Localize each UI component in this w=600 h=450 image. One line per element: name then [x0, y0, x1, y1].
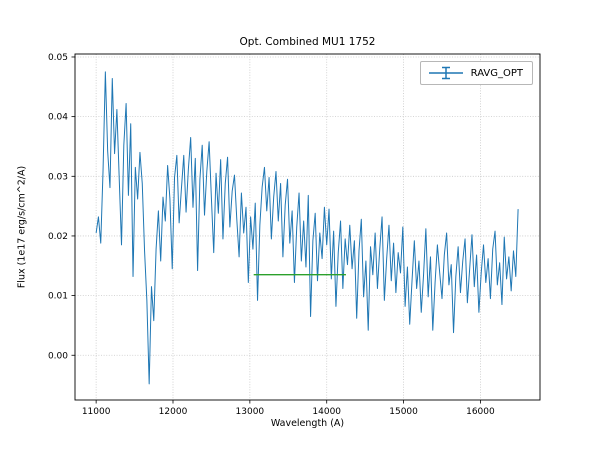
x-tick-label: 12000	[159, 407, 188, 417]
chart-title: Opt. Combined MU1 1752	[239, 36, 376, 48]
x-tick-label: 16000	[466, 407, 495, 417]
x-tick-label: 14000	[312, 407, 341, 417]
y-tick-label: 0.01	[48, 292, 68, 302]
y-tick-label: 0.03	[48, 172, 68, 182]
y-axis-label: Flux (1e17 erg/s/cm^2/A)	[16, 165, 28, 289]
x-tick-label: 11000	[82, 407, 111, 417]
y-tick-label: 0.00	[48, 351, 68, 361]
x-tick-label: 15000	[389, 407, 418, 417]
legend-label: RAVG_OPT	[470, 67, 523, 79]
x-tick-label: 13000	[236, 407, 265, 417]
y-tick-label: 0.05	[48, 53, 68, 63]
spectrum-line	[95, 71, 519, 385]
y-tick-label: 0.04	[48, 113, 68, 123]
errorbar-legend-icon	[428, 66, 463, 80]
y-tick-label: 0.02	[48, 232, 68, 242]
axes-frame	[74, 53, 541, 401]
legend: RAVG_OPT	[419, 61, 533, 85]
x-axis-label: Wavelength (A)	[270, 418, 345, 429]
